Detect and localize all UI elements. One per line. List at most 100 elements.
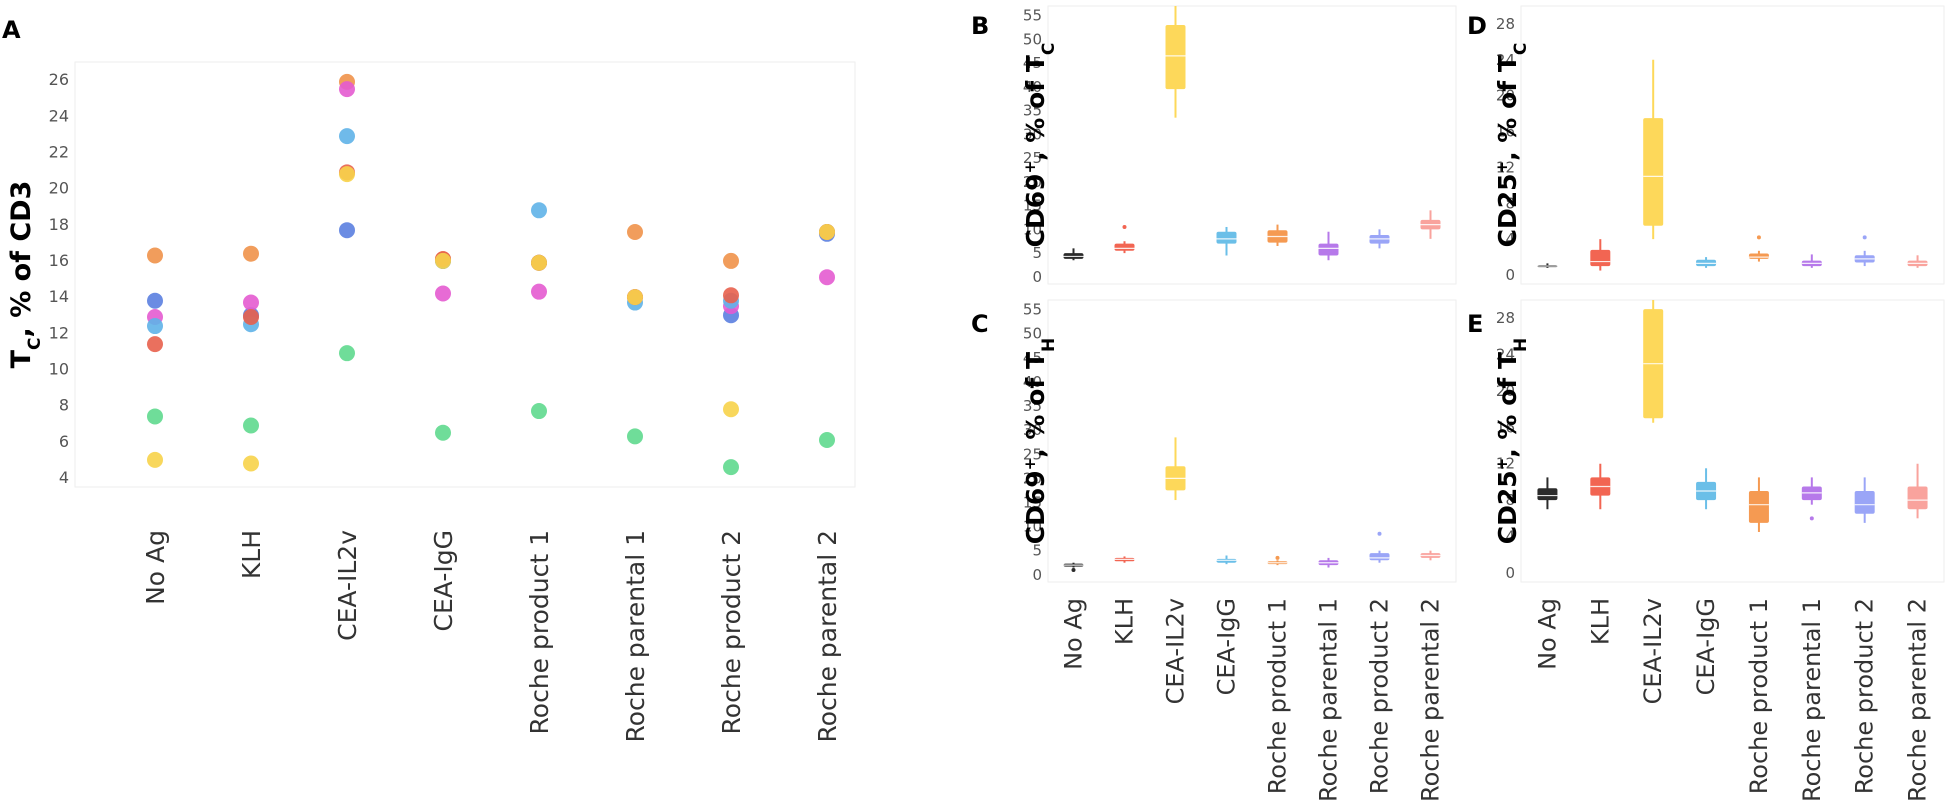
y-tick-label: 15 bbox=[1023, 493, 1042, 511]
y-tick-label: 50 bbox=[1023, 30, 1042, 48]
y-tick-label: 20 bbox=[1496, 382, 1515, 400]
y-tick-label: 24 bbox=[1496, 51, 1515, 69]
x-category-label: KLH bbox=[237, 530, 266, 579]
box-7 bbox=[1420, 550, 1441, 561]
box-1 bbox=[1114, 556, 1135, 563]
panel-letter: D bbox=[1467, 12, 1487, 40]
box-6 bbox=[1369, 531, 1390, 563]
y-tick-label: 12 bbox=[49, 323, 69, 342]
x-category-label: CEA-IgG bbox=[1213, 598, 1241, 695]
box-body bbox=[1114, 243, 1135, 251]
panel-b: B 0 5 10 15 20 25 30 35 40 45 50 55 CD69+, % of TC bbox=[971, 5, 1457, 286]
x-category-label: Roche parental 1 bbox=[621, 530, 650, 743]
y-tick-label: 55 bbox=[1023, 7, 1042, 25]
panel-letter: B bbox=[971, 12, 989, 40]
box-0 bbox=[1537, 477, 1558, 510]
y-axis-label-part: , % of T bbox=[1493, 55, 1522, 161]
box-6 bbox=[1854, 235, 1875, 267]
y-tick-label: 16 bbox=[1496, 418, 1515, 436]
panel-letter: C bbox=[971, 310, 989, 338]
scatter-point bbox=[435, 285, 451, 302]
y-tick-label: 55 bbox=[1023, 301, 1042, 319]
box-2 bbox=[1643, 59, 1664, 240]
scatter-point bbox=[147, 318, 163, 335]
y-tick-label: 26 bbox=[49, 70, 69, 89]
box-2 bbox=[1643, 300, 1664, 423]
panel-e: E 0 4 8 12 16 20 24 28 CD25+, % of TH No Ag KLH CEA-… bbox=[1467, 299, 1945, 802]
plot-area bbox=[74, 61, 856, 488]
box-5 bbox=[1801, 477, 1822, 521]
y-axis-label: TC, % of CD3 bbox=[6, 181, 45, 369]
box-7 bbox=[1907, 463, 1928, 519]
box-body bbox=[1748, 491, 1769, 523]
x-category-label: CEA-IL2v bbox=[1639, 598, 1667, 704]
scatter-point bbox=[531, 403, 547, 420]
y-axis-label-part: CD25 bbox=[1493, 173, 1522, 247]
plot-area bbox=[1520, 299, 1945, 583]
x-category-label: Roche product 1 bbox=[525, 530, 554, 734]
scatter-point bbox=[147, 408, 163, 425]
box-outlier bbox=[1122, 224, 1127, 229]
y-tick-label: 25 bbox=[1023, 149, 1042, 167]
x-category-label: No Ag bbox=[1060, 598, 1088, 670]
box-body bbox=[1369, 553, 1390, 561]
box-1 bbox=[1590, 463, 1611, 510]
y-axis-label-part: + bbox=[1021, 161, 1039, 174]
x-category-label: CEA-IL2v bbox=[333, 530, 362, 641]
y-tick-label: 20 bbox=[1023, 469, 1042, 487]
box-outlier bbox=[1809, 516, 1814, 521]
box-outlier bbox=[1377, 531, 1382, 536]
box-5 bbox=[1318, 557, 1339, 568]
scatter-point bbox=[243, 417, 259, 434]
y-tick-label: 10 bbox=[1023, 518, 1042, 536]
y-tick-label: 22 bbox=[49, 142, 69, 161]
y-tick-label: 8 bbox=[59, 396, 69, 415]
scatter-point bbox=[819, 269, 835, 286]
y-tick-label: 24 bbox=[49, 106, 69, 125]
y-tick-label: 5 bbox=[1032, 542, 1042, 560]
y-axis-label-part: , % of CD3 bbox=[6, 181, 37, 338]
y-tick-label: 4 bbox=[1505, 528, 1515, 546]
panel-a: A 4 6 8 10 12 14 16 18 20 22 24 26 TC, % of CD3 No Ag K… bbox=[2, 16, 856, 743]
scatter-point bbox=[147, 451, 163, 468]
x-category-label: Roche parental 1 bbox=[1315, 598, 1343, 802]
box-2 bbox=[1165, 437, 1186, 501]
box-outlier bbox=[1862, 235, 1867, 240]
scatter-point bbox=[147, 247, 163, 264]
x-category-label: Roche product 1 bbox=[1264, 598, 1292, 794]
box-0 bbox=[1537, 263, 1558, 268]
scatter-point bbox=[435, 252, 451, 269]
scatter-point bbox=[531, 202, 547, 219]
panel-c: C 0 5 10 15 20 25 30 35 40 45 50 55 CD69+, % of TH No … bbox=[971, 299, 1457, 802]
box-5 bbox=[1318, 231, 1339, 261]
box-3 bbox=[1216, 555, 1237, 565]
y-tick-label: 45 bbox=[1023, 54, 1042, 72]
y-tick-label: 15 bbox=[1023, 197, 1042, 215]
scatter-point bbox=[627, 289, 643, 306]
y-tick-label: 30 bbox=[1023, 125, 1042, 143]
x-category-label: Roche parental 2 bbox=[813, 530, 842, 743]
y-tick-label: 0 bbox=[1032, 268, 1042, 286]
y-tick-label: 6 bbox=[59, 432, 69, 451]
y-tick-label: 20 bbox=[49, 179, 69, 198]
box-1 bbox=[1114, 224, 1135, 254]
box-outlier bbox=[1756, 235, 1761, 240]
scatter-point bbox=[819, 431, 835, 448]
y-tick-label: 35 bbox=[1023, 397, 1042, 415]
x-category-label: KLH bbox=[1586, 598, 1614, 645]
box-body bbox=[1537, 488, 1558, 501]
y-tick-label: 4 bbox=[1505, 230, 1515, 248]
y-axis-label-part: + bbox=[1021, 458, 1039, 471]
y-axis-label-part: CD69 bbox=[1021, 470, 1050, 544]
y-tick-label: 20 bbox=[1023, 173, 1042, 191]
y-tick-label: 18 bbox=[49, 215, 69, 234]
y-axis-label-part: T bbox=[6, 349, 37, 368]
box-4 bbox=[1267, 224, 1288, 246]
box-3 bbox=[1696, 257, 1717, 268]
box-0 bbox=[1063, 562, 1084, 572]
y-tick-label: 24 bbox=[1496, 346, 1515, 364]
scatter-point bbox=[531, 254, 547, 271]
box-6 bbox=[1854, 477, 1875, 523]
box-2 bbox=[1165, 6, 1186, 118]
x-category-label: Roche product 2 bbox=[1851, 598, 1879, 794]
